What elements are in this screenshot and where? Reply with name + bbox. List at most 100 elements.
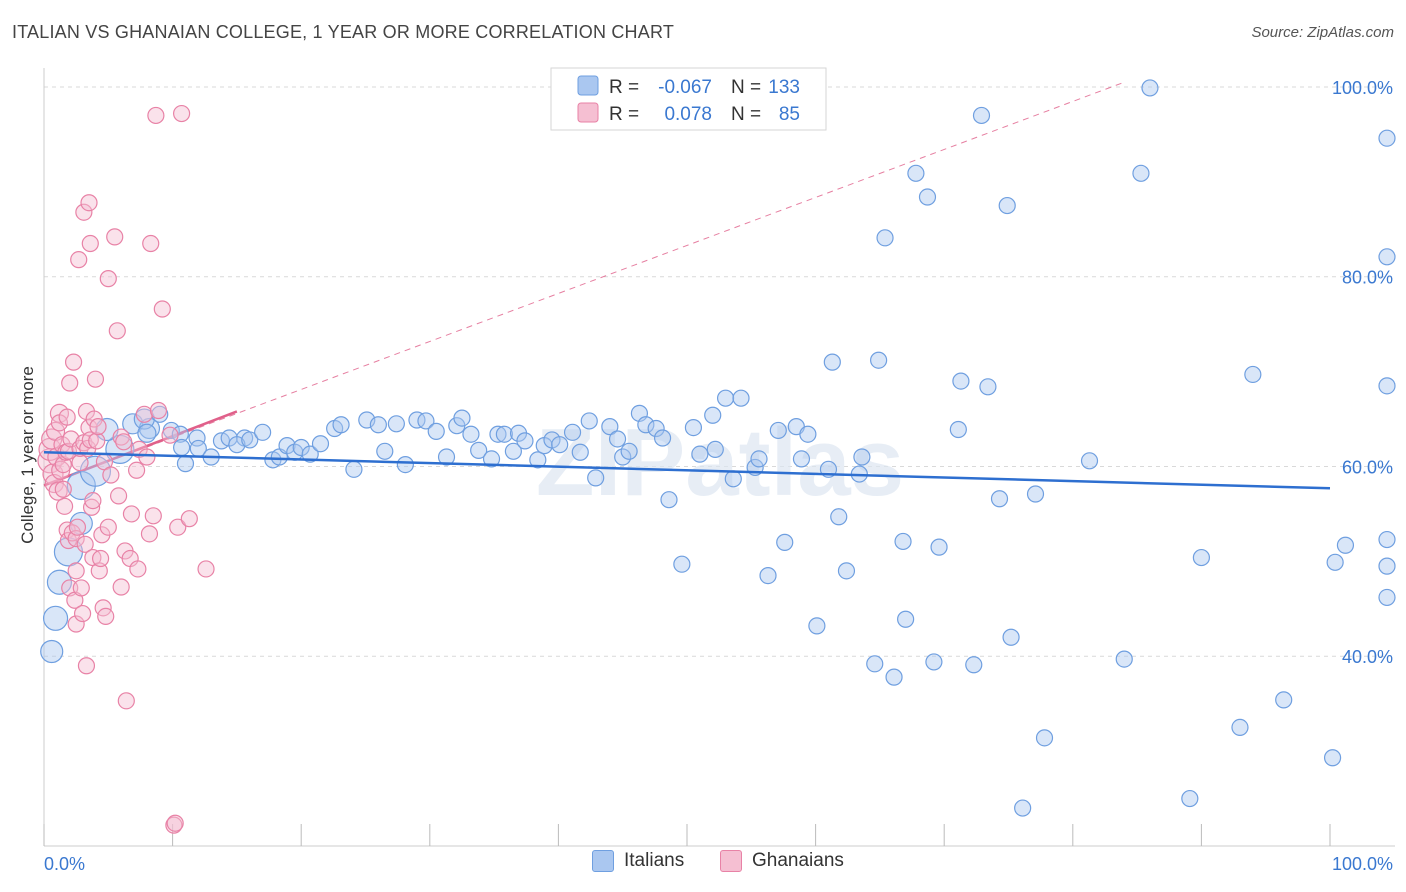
legend-ghanaians-r-value: 0.078 bbox=[664, 104, 712, 125]
italians-point-127 bbox=[1326, 553, 1344, 571]
italians-point-122 bbox=[1192, 548, 1211, 567]
ghanaians-point-86 bbox=[173, 104, 191, 123]
ghanaians-point-81 bbox=[153, 300, 171, 318]
watermark: ZIPatlas bbox=[536, 409, 904, 516]
italians-trend-line bbox=[43, 451, 1331, 490]
italians-point-102 bbox=[907, 164, 925, 182]
ghanaians-point-78 bbox=[144, 507, 162, 525]
ghanaians-point-79 bbox=[147, 106, 165, 125]
italians-point-63 bbox=[587, 469, 605, 487]
italians-point-25 bbox=[241, 431, 259, 449]
legend-ghanaians-n-label: N = bbox=[731, 104, 761, 125]
ghanaians-point-66 bbox=[115, 433, 133, 451]
correlation-legend: R = -0.067 N = 133 R = 0.078 N = 85 bbox=[550, 67, 827, 131]
italians-point-84 bbox=[769, 421, 787, 440]
ghanaians-swatch bbox=[720, 850, 742, 872]
italians-point-38 bbox=[369, 416, 387, 434]
legend-ghanaians-n-value: 85 bbox=[779, 104, 800, 125]
ghanaians-point-52 bbox=[90, 562, 108, 580]
italians-point-97 bbox=[870, 351, 888, 369]
ghanaians-point-88 bbox=[197, 560, 215, 578]
ghanaians-point-51 bbox=[89, 418, 107, 436]
ghanaians-point-30 bbox=[70, 251, 88, 269]
ghanaians-points bbox=[37, 104, 215, 834]
italians-point-131 bbox=[1378, 530, 1396, 549]
italians-point-134 bbox=[1378, 129, 1396, 147]
ghanaians-point-63 bbox=[109, 487, 128, 505]
italians-point-133 bbox=[1378, 588, 1396, 607]
ghanaians-point-46 bbox=[84, 492, 102, 510]
italians-point-130 bbox=[1378, 377, 1396, 395]
bottom-legend: Italians Ghanaians bbox=[0, 850, 1406, 880]
ghanaians-point-50 bbox=[88, 432, 106, 450]
y-axis-label: College, 1 year or more bbox=[18, 366, 37, 544]
italians-point-93 bbox=[837, 562, 856, 580]
italians-point-85 bbox=[776, 533, 794, 551]
ghanaians-point-44 bbox=[81, 431, 99, 449]
italians-points bbox=[40, 79, 1396, 817]
ghanaians-trend-solid bbox=[43, 410, 238, 487]
italians-point-32 bbox=[301, 445, 319, 463]
ghanaians-point-87 bbox=[180, 510, 198, 528]
ghanaians-point-65 bbox=[112, 578, 130, 596]
italians-point-108 bbox=[965, 656, 983, 674]
italians-point-47 bbox=[453, 409, 471, 427]
italians-point-126 bbox=[1323, 749, 1342, 767]
ghanaians-point-74 bbox=[135, 405, 153, 423]
ghanaians-point-58 bbox=[99, 270, 117, 288]
italians-point-113 bbox=[1002, 628, 1020, 646]
italians-point-116 bbox=[1035, 729, 1054, 747]
ghanaians-point-29 bbox=[68, 518, 87, 536]
italians-point-24 bbox=[228, 436, 246, 454]
y-tick-label-0: 40.0% bbox=[1342, 647, 1393, 667]
ghanaians-point-14 bbox=[55, 497, 74, 515]
legend-item-ghanaians[interactable]: Ghanaians bbox=[720, 850, 844, 872]
italians-point-36 bbox=[345, 460, 363, 478]
ghanaians-point-33 bbox=[72, 579, 90, 597]
legend-item-italians[interactable]: Italians bbox=[592, 850, 684, 872]
italians-point-119 bbox=[1132, 164, 1150, 182]
italians-point-18 bbox=[176, 455, 195, 473]
y-tick-label-3: 100.0% bbox=[1332, 78, 1393, 98]
ghanaians-point-72 bbox=[129, 560, 147, 578]
ghanaians-point-59 bbox=[99, 518, 117, 536]
italians-point-87 bbox=[792, 450, 811, 468]
tick-labels: 40.0% 60.0% 80.0% 100.0% 0.0% 100.0% bbox=[44, 78, 1393, 874]
italians-point-12 bbox=[137, 423, 157, 443]
italians-point-59 bbox=[551, 436, 569, 454]
ghanaians-point-82 bbox=[161, 426, 179, 444]
ghanaians-point-62 bbox=[108, 322, 126, 340]
italians-point-82 bbox=[750, 450, 768, 468]
italians-point-5 bbox=[66, 470, 96, 501]
ghanaians-point-49 bbox=[86, 370, 105, 388]
italians-point-31 bbox=[292, 438, 310, 457]
ghanaians-point-57 bbox=[97, 607, 115, 625]
italians-point-65 bbox=[608, 430, 627, 448]
italians-point-42 bbox=[408, 411, 426, 429]
italians-point-33 bbox=[311, 435, 330, 453]
ghanaians-point-28 bbox=[67, 562, 85, 580]
italians-point-132 bbox=[1378, 248, 1396, 266]
ghanaians-point-7 bbox=[48, 481, 68, 501]
ghanaians-point-70 bbox=[122, 505, 141, 523]
ghanaians-point-53 bbox=[91, 549, 110, 568]
italians-trend-solid bbox=[43, 451, 1331, 490]
legend-ghanaians-swatch bbox=[577, 102, 599, 123]
chart-title: ITALIAN VS GHANAIAN COLLEGE, 1 YEAR OR M… bbox=[12, 22, 675, 42]
italians-point-2 bbox=[46, 569, 73, 595]
ghanaians-point-75 bbox=[138, 448, 156, 466]
ghanaians-point-42 bbox=[80, 418, 98, 437]
italians-point-118 bbox=[1115, 650, 1133, 668]
ghanaians-point-68 bbox=[117, 692, 135, 710]
ghanaians-point-20 bbox=[61, 374, 79, 392]
italians-point-0 bbox=[40, 639, 64, 664]
italians-point-125 bbox=[1275, 691, 1293, 709]
italians-point-83 bbox=[759, 566, 777, 585]
italians-point-77 bbox=[706, 440, 724, 459]
italians-point-96 bbox=[866, 655, 884, 673]
italians-point-107 bbox=[952, 372, 970, 390]
ghanaians-trend-dashed bbox=[43, 81, 1125, 486]
italians-point-69 bbox=[637, 416, 655, 434]
legend-italians-r-value: -0.067 bbox=[658, 77, 712, 98]
italians-point-103 bbox=[918, 188, 937, 206]
